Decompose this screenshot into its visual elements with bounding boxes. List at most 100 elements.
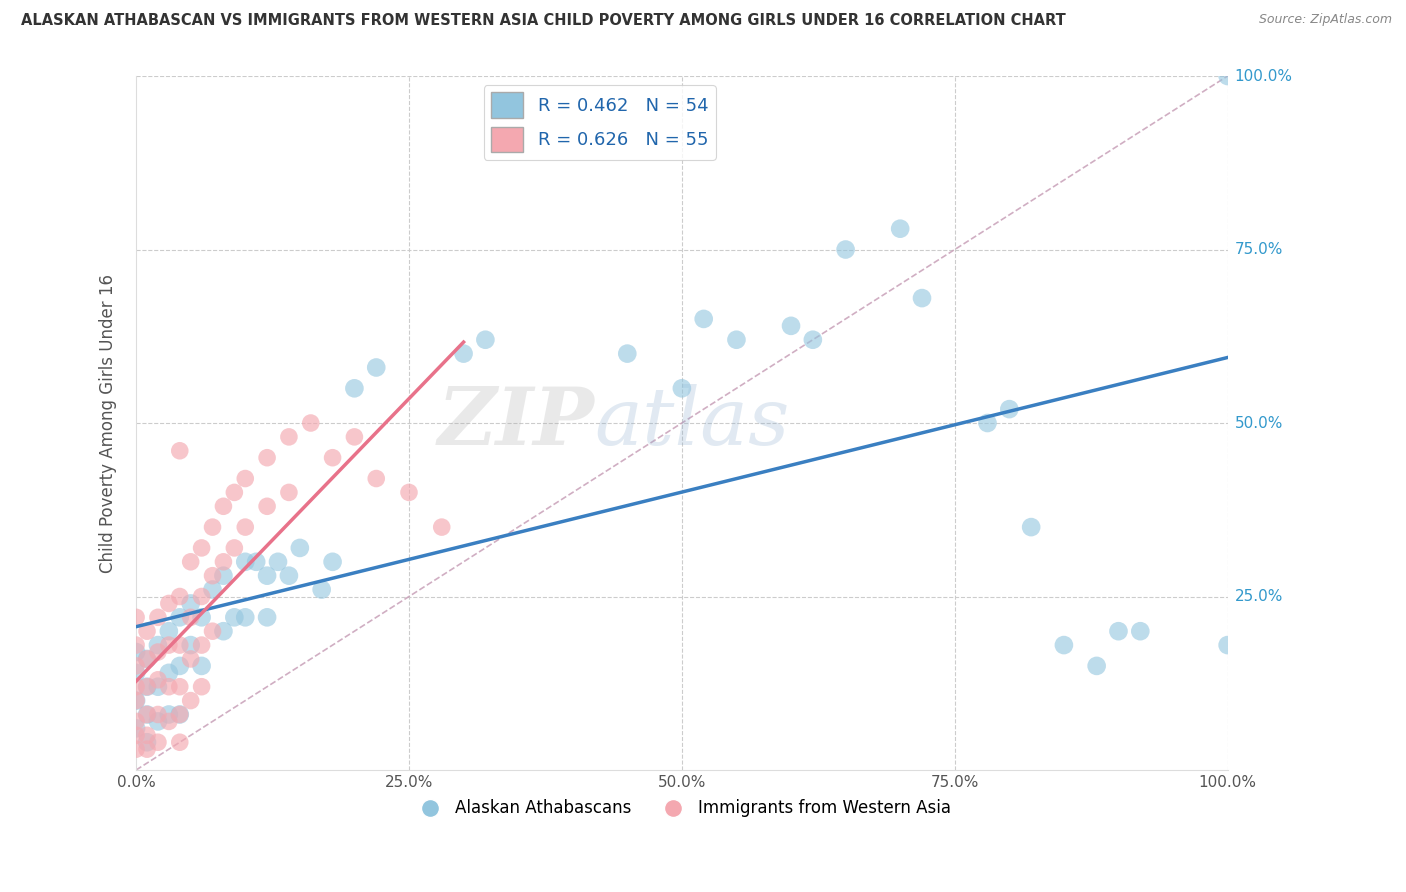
Point	[201, 582, 224, 597]
Point	[146, 707, 169, 722]
Point	[125, 659, 148, 673]
Point	[212, 568, 235, 582]
Point	[180, 693, 202, 707]
Point	[180, 610, 202, 624]
Point	[157, 680, 180, 694]
Point	[136, 742, 159, 756]
Point	[453, 346, 475, 360]
Point	[224, 541, 246, 555]
Point	[125, 693, 148, 707]
Point	[125, 714, 148, 729]
Point	[146, 638, 169, 652]
Point	[136, 652, 159, 666]
Point	[146, 673, 169, 687]
Point	[366, 471, 388, 485]
Point	[136, 680, 159, 694]
Point	[190, 610, 212, 624]
Point	[125, 665, 148, 680]
Point	[146, 680, 169, 694]
Point	[212, 500, 235, 514]
Point	[277, 430, 299, 444]
Point	[801, 333, 824, 347]
Point	[1019, 520, 1042, 534]
Text: 25.0%: 25.0%	[1234, 589, 1282, 604]
Point	[125, 645, 148, 659]
Point	[169, 443, 191, 458]
Text: ALASKAN ATHABASCAN VS IMMIGRANTS FROM WESTERN ASIA CHILD POVERTY AMONG GIRLS UND: ALASKAN ATHABASCAN VS IMMIGRANTS FROM WE…	[21, 13, 1066, 29]
Point	[146, 735, 169, 749]
Point	[976, 416, 998, 430]
Point	[190, 541, 212, 555]
Point	[157, 714, 180, 729]
Point	[224, 610, 246, 624]
Point	[911, 291, 934, 305]
Text: 100.0%: 100.0%	[1234, 69, 1292, 84]
Point	[277, 485, 299, 500]
Point	[125, 680, 148, 694]
Point	[157, 624, 180, 639]
Text: ZIP: ZIP	[437, 384, 595, 462]
Point	[1216, 638, 1239, 652]
Point	[169, 610, 191, 624]
Point	[212, 555, 235, 569]
Point	[190, 659, 212, 673]
Point	[125, 610, 148, 624]
Point	[136, 707, 159, 722]
Point	[780, 318, 803, 333]
Point	[671, 381, 693, 395]
Point	[136, 728, 159, 742]
Point	[299, 416, 322, 430]
Point	[169, 707, 191, 722]
Point	[169, 735, 191, 749]
Point	[398, 485, 420, 500]
Legend: Alaskan Athabascans, Immigrants from Western Asia: Alaskan Athabascans, Immigrants from Wes…	[406, 793, 957, 824]
Point	[430, 520, 453, 534]
Point	[322, 450, 344, 465]
Point	[233, 555, 256, 569]
Point	[190, 590, 212, 604]
Point	[136, 735, 159, 749]
Point	[311, 582, 333, 597]
Point	[1053, 638, 1076, 652]
Point	[233, 520, 256, 534]
Point	[233, 610, 256, 624]
Point	[256, 450, 278, 465]
Point	[125, 728, 148, 742]
Point	[136, 652, 159, 666]
Point	[201, 624, 224, 639]
Point	[190, 680, 212, 694]
Point	[157, 638, 180, 652]
Point	[180, 597, 202, 611]
Point	[180, 555, 202, 569]
Point	[889, 221, 911, 235]
Point	[288, 541, 311, 555]
Point	[169, 707, 191, 722]
Point	[201, 568, 224, 582]
Point	[180, 638, 202, 652]
Point	[1085, 659, 1108, 673]
Point	[136, 624, 159, 639]
Point	[190, 638, 212, 652]
Text: Source: ZipAtlas.com: Source: ZipAtlas.com	[1258, 13, 1392, 27]
Point	[1129, 624, 1152, 639]
Point	[136, 680, 159, 694]
Point	[267, 555, 290, 569]
Y-axis label: Child Poverty Among Girls Under 16: Child Poverty Among Girls Under 16	[100, 274, 117, 573]
Point	[146, 645, 169, 659]
Point	[1216, 69, 1239, 83]
Point	[224, 485, 246, 500]
Point	[125, 638, 148, 652]
Point	[146, 714, 169, 729]
Point	[366, 360, 388, 375]
Point	[157, 707, 180, 722]
Point	[169, 659, 191, 673]
Point	[157, 665, 180, 680]
Point	[125, 693, 148, 707]
Point	[136, 707, 159, 722]
Point	[998, 402, 1021, 417]
Point	[277, 568, 299, 582]
Point	[169, 680, 191, 694]
Point	[343, 381, 366, 395]
Point	[322, 555, 344, 569]
Point	[201, 520, 224, 534]
